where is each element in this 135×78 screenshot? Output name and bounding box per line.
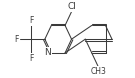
Text: Cl: Cl	[67, 2, 76, 11]
Text: CH3: CH3	[90, 67, 106, 76]
Text: F: F	[15, 35, 19, 44]
Text: N: N	[44, 48, 50, 57]
Text: F: F	[29, 16, 33, 25]
Text: F: F	[29, 54, 33, 63]
